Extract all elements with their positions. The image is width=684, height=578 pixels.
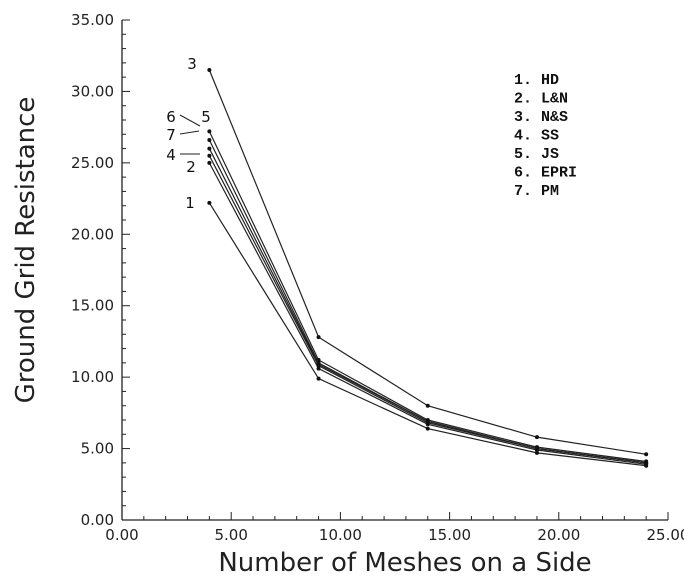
data-point (425, 426, 430, 431)
data-point (207, 138, 212, 142)
y-tick-label: 10.00 (71, 368, 114, 386)
y-tick-label: 20.00 (71, 225, 114, 243)
legend-entry: 1. HD (514, 72, 559, 89)
data-point (207, 153, 212, 158)
label-leader-line (179, 130, 200, 135)
data-point (207, 160, 212, 165)
y-tick-label: 15.00 (71, 297, 114, 315)
data-point (425, 403, 430, 408)
series-line-hd (208, 202, 647, 467)
series-number-label: 1 (185, 194, 195, 212)
x-axis-title: Number of Meshes on a Side (218, 548, 591, 578)
y-tick-label: 35.00 (71, 11, 114, 29)
data-point (316, 376, 321, 381)
legend-entry: 5. JS (514, 146, 559, 163)
x-tick-label: 20.00 (537, 526, 580, 544)
legend-entry: 4. SS (514, 128, 559, 145)
data-point (207, 68, 212, 72)
legend-entry: 2. L&N (514, 91, 568, 108)
series-number-label: 7 (166, 126, 176, 144)
data-point (316, 362, 321, 367)
series-line-n-s (208, 69, 647, 455)
series-number-label: 6 (166, 108, 176, 126)
axes (121, 20, 668, 521)
y-ticks: 0.00 5.00 10.00 15.00 20.00 25.00 30.00 35.00 (71, 11, 130, 529)
data-point (534, 446, 539, 451)
series-line-js (208, 131, 647, 463)
data-point (644, 452, 649, 457)
y-tick-label: 5.00 (81, 440, 114, 458)
y-tick-label: 0.00 (81, 511, 114, 529)
y-tick-label: 25.00 (71, 154, 114, 172)
legend-entry: 3. N&S (514, 109, 568, 126)
data-point (644, 460, 649, 465)
data-point (425, 419, 430, 424)
x-tick-label: 0.00 (105, 526, 138, 544)
series-line-epri (208, 139, 647, 464)
series-number-label: 5 (201, 108, 211, 126)
data-point (534, 435, 539, 440)
x-tick-label: 5.00 (214, 526, 247, 544)
x-tick-label: 25.00 (647, 526, 684, 544)
data-point (207, 129, 212, 134)
data-point (207, 200, 212, 205)
data-point (316, 335, 321, 340)
series-number-label: 2 (186, 158, 196, 176)
y-axis-title: Ground Grid Resistance (11, 97, 41, 404)
legend-entry: 6. EPRI (514, 165, 577, 182)
data-point (534, 450, 539, 455)
series-labels: 1 2 3 4 5 67 (166, 55, 211, 212)
series-number-label: 4 (166, 146, 176, 164)
y-tick-label: 30.00 (71, 82, 114, 100)
series-line-pm (208, 148, 647, 464)
legend-entry: 7. PM (514, 183, 559, 200)
series-number-label: 3 (187, 55, 197, 73)
x-tick-label: 15.00 (428, 526, 471, 544)
data-point (316, 366, 321, 371)
data-point (207, 146, 212, 151)
x-tick-label: 10.00 (319, 526, 362, 544)
x-ticks: 0.00 5.00 10.00 15.00 20.00 25.00 (105, 512, 684, 544)
series-lines (207, 68, 649, 468)
label-leader-line (179, 114, 201, 127)
